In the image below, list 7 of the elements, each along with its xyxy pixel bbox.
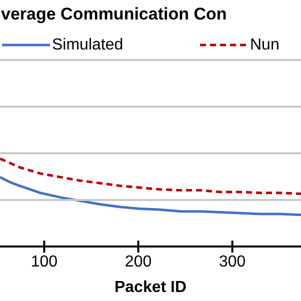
x-tick-label: 100 xyxy=(30,254,58,271)
x-tick-label: 300 xyxy=(218,254,246,271)
legend-label: Nun xyxy=(250,36,280,54)
x-axis-title: Packet ID xyxy=(114,278,187,296)
x-tick-label: 200 xyxy=(124,254,152,271)
legend-label: Simulated xyxy=(52,36,124,54)
chart-title: verage Communication Con xyxy=(1,4,227,24)
